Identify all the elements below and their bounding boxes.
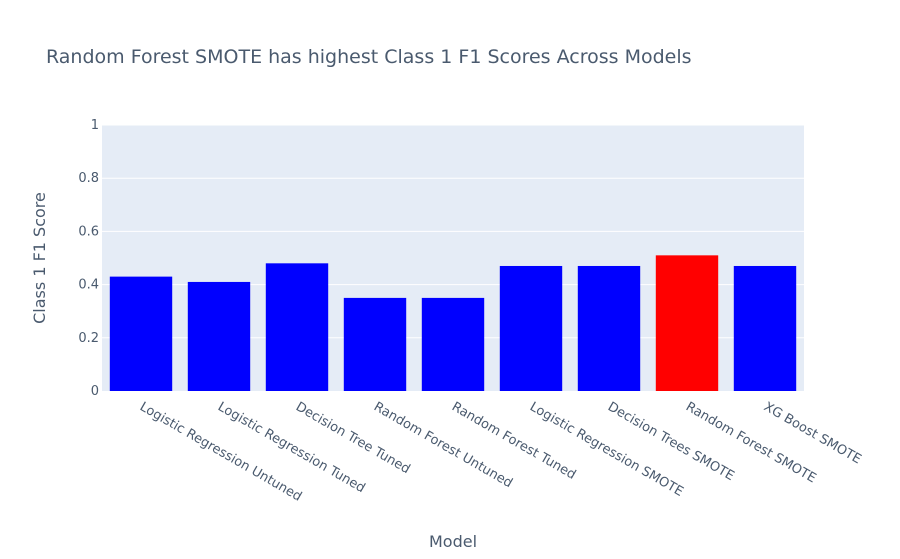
bar[interactable]	[421, 297, 485, 391]
x-tick-label: Logistic Regression SMOTE	[527, 399, 686, 499]
x-tick-label: Random Forest Untuned	[371, 399, 515, 491]
y-tick-label: 0.8	[78, 171, 99, 186]
y-tick-label: 0.6	[78, 224, 99, 239]
bar[interactable]	[265, 263, 329, 391]
y-tick-label: 0.2	[78, 331, 99, 346]
bar[interactable]	[343, 297, 407, 391]
x-tick-label: Random Forest Tuned	[449, 399, 578, 482]
bar[interactable]	[655, 255, 719, 391]
bar[interactable]	[733, 265, 797, 391]
x-tick-label: Logistic Regression Tuned	[215, 399, 368, 496]
x-tick-label: Random Forest SMOTE	[683, 399, 819, 486]
y-tick-label: 0	[91, 384, 99, 399]
y-tick-label: 0.4	[78, 278, 99, 293]
bar[interactable]	[499, 265, 563, 391]
x-axis-title: Model	[429, 532, 477, 551]
y-axis-title: Class 1 F1 Score	[30, 192, 49, 324]
chart-title: Random Forest SMOTE has highest Class 1 …	[46, 46, 692, 68]
bar[interactable]	[187, 281, 251, 391]
y-tick-labels: 0 0.2 0.4 0.6 0.8 1	[78, 118, 99, 399]
y-tick-label: 1	[91, 118, 99, 133]
x-tick-label: Decision Trees SMOTE	[605, 399, 737, 484]
bars	[109, 255, 797, 391]
bar[interactable]	[109, 276, 173, 391]
bar[interactable]	[577, 265, 641, 391]
